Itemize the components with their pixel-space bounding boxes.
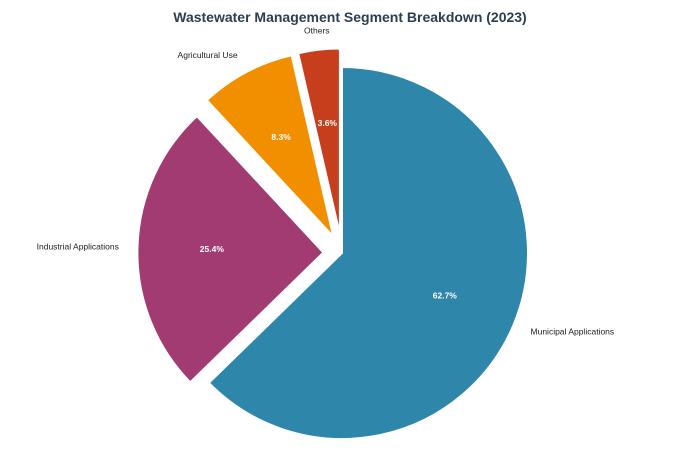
slice-agricultural-use <box>205 54 336 240</box>
slice-others <box>296 47 341 235</box>
pie-slices <box>136 47 529 440</box>
label-others: Others <box>304 25 330 35</box>
pct-label-industrial-applications: 25.4% <box>200 244 225 254</box>
pct-label-municipal-applications: 62.7% <box>433 291 458 301</box>
label-municipal-applications: Municipal Applications <box>531 327 615 337</box>
slice-municipal-applications <box>207 65 529 440</box>
label-industrial-applications: Industrial Applications <box>37 242 119 252</box>
pct-label-others: 3.6% <box>318 118 338 128</box>
pct-label-agricultural-use: 8.3% <box>271 132 291 142</box>
label-agricultural-use: Agricultural Use <box>178 50 238 60</box>
slice-industrial-applications <box>136 114 325 384</box>
pie-labels: 62.7% Municipal Applications 25.4% Industri… <box>37 25 615 336</box>
chart-title: Wastewater Management Segment Breakdown … <box>173 9 526 25</box>
